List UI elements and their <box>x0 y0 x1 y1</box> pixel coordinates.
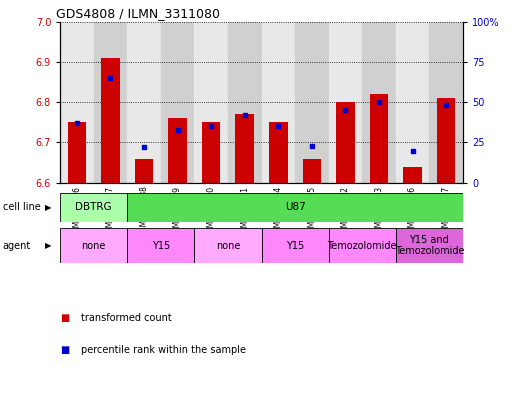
Bar <box>67 122 86 183</box>
Bar <box>429 22 463 183</box>
Bar <box>303 158 321 183</box>
Bar <box>60 228 127 263</box>
Bar <box>362 22 396 183</box>
Bar <box>228 22 262 183</box>
Bar <box>328 22 362 183</box>
Bar <box>135 158 153 183</box>
Text: none: none <box>82 241 106 251</box>
Text: transformed count: transformed count <box>81 313 172 323</box>
Text: DBTRG: DBTRG <box>75 202 112 212</box>
Bar <box>396 228 463 263</box>
Bar <box>195 228 262 263</box>
Text: U87: U87 <box>285 202 305 212</box>
Bar <box>195 22 228 183</box>
Bar <box>235 114 254 183</box>
Bar <box>94 22 127 183</box>
Text: GDS4808 / ILMN_3311080: GDS4808 / ILMN_3311080 <box>56 7 220 20</box>
Text: ▶: ▶ <box>46 203 52 212</box>
Bar <box>202 122 220 183</box>
Bar <box>262 22 295 183</box>
Bar <box>101 58 120 183</box>
Bar <box>269 122 288 183</box>
Text: percentile rank within the sample: percentile rank within the sample <box>81 345 246 355</box>
Text: cell line: cell line <box>3 202 40 212</box>
Text: Temozolomide: Temozolomide <box>327 241 397 251</box>
Bar <box>295 22 328 183</box>
Bar <box>60 22 94 183</box>
Bar <box>161 22 195 183</box>
Bar <box>370 94 388 183</box>
Text: ■: ■ <box>60 313 70 323</box>
Bar <box>396 22 429 183</box>
Text: Y15: Y15 <box>152 241 170 251</box>
Bar <box>168 118 187 183</box>
Text: ▶: ▶ <box>46 241 52 250</box>
Bar <box>127 193 463 222</box>
Text: Y15 and
Temozolomide: Y15 and Temozolomide <box>394 235 464 256</box>
Bar <box>127 22 161 183</box>
Bar <box>262 228 328 263</box>
Text: ■: ■ <box>60 345 70 355</box>
Bar <box>60 193 127 222</box>
Text: none: none <box>216 241 240 251</box>
Bar <box>336 102 355 183</box>
Bar <box>437 98 456 183</box>
Bar <box>328 228 396 263</box>
Bar <box>127 228 195 263</box>
Bar <box>403 167 422 183</box>
Text: Y15: Y15 <box>286 241 304 251</box>
Text: agent: agent <box>3 241 31 251</box>
